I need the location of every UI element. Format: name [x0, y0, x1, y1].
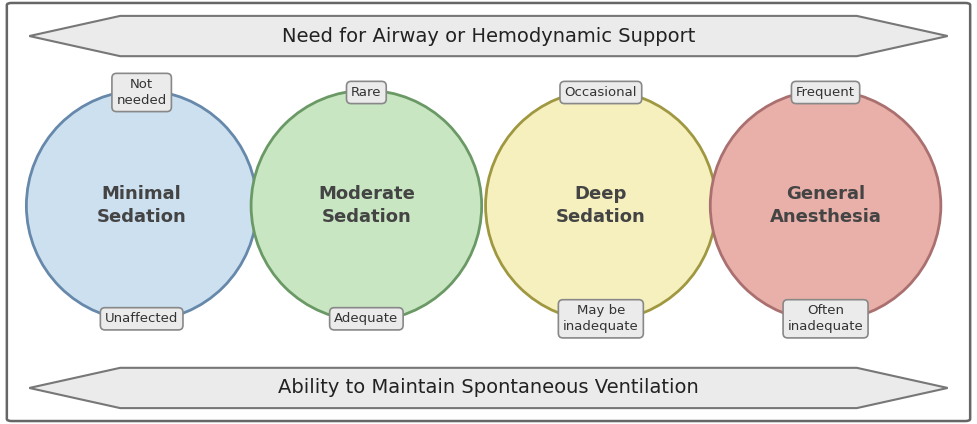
Polygon shape [29, 16, 948, 56]
Text: Frequent: Frequent [796, 86, 855, 99]
Text: Rare: Rare [351, 86, 382, 99]
Text: Ability to Maintain Spontaneous Ventilation: Ability to Maintain Spontaneous Ventilat… [278, 379, 699, 397]
Text: Unaffected: Unaffected [105, 312, 179, 325]
Text: Minimal
Sedation: Minimal Sedation [97, 185, 187, 226]
Text: Deep
Sedation: Deep Sedation [556, 185, 646, 226]
Text: Adequate: Adequate [334, 312, 399, 325]
Text: Often
inadequate: Often inadequate [787, 304, 864, 333]
Text: General
Anesthesia: General Anesthesia [770, 185, 881, 226]
Ellipse shape [710, 90, 941, 321]
Ellipse shape [26, 90, 257, 321]
Text: May be
inadequate: May be inadequate [563, 304, 639, 333]
Text: Moderate
Sedation: Moderate Sedation [318, 185, 415, 226]
Text: Not
needed: Not needed [116, 78, 167, 107]
Polygon shape [29, 368, 948, 408]
Ellipse shape [486, 90, 716, 321]
Ellipse shape [251, 90, 482, 321]
Text: Need for Airway or Hemodynamic Support: Need for Airway or Hemodynamic Support [281, 27, 696, 45]
FancyBboxPatch shape [7, 3, 970, 421]
Text: Occasional: Occasional [565, 86, 637, 99]
